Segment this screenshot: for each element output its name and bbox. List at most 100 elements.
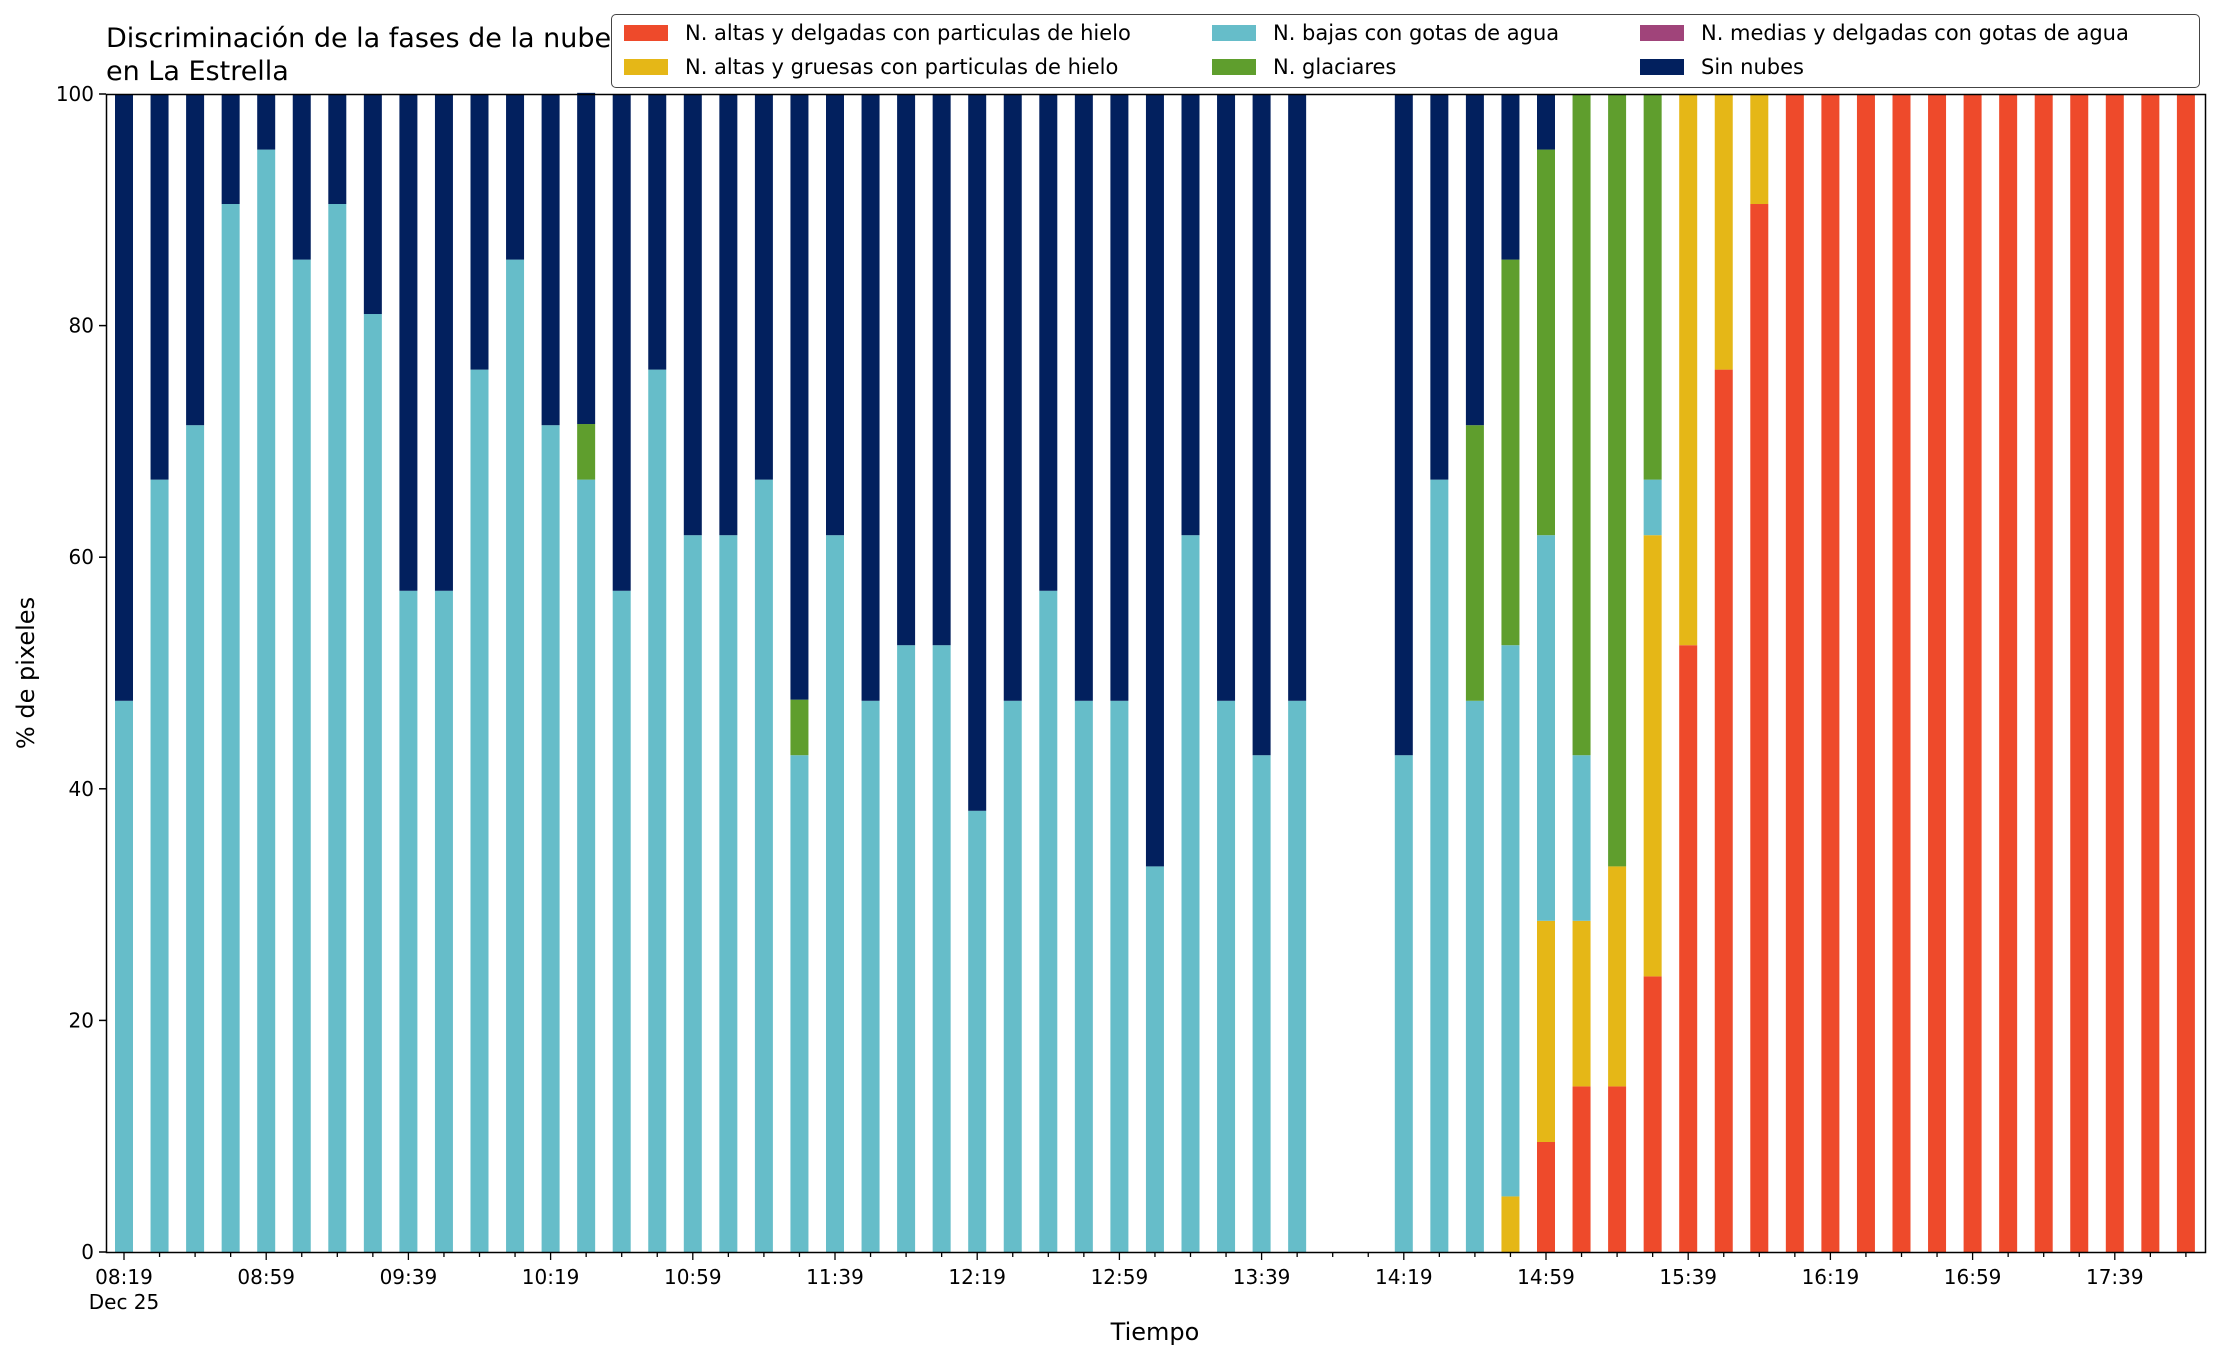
y-tick-label-40: 40 — [69, 777, 94, 801]
bar-37-series-2 — [1430, 479, 1449, 1252]
bar-16-series-2 — [683, 535, 702, 1252]
bar-20-series-2 — [826, 535, 844, 1252]
legend-item-4: N. medias y delgadas con gotas de agua — [1640, 21, 2129, 45]
bar-53-series-0 — [1999, 94, 2018, 1252]
bar-23-series-5 — [932, 94, 951, 646]
bar-43-series-2 — [1643, 479, 1662, 536]
bar-39-series-1 — [1501, 1196, 1520, 1252]
bar-13-series-3 — [577, 424, 596, 480]
bar-1-series-5 — [150, 94, 169, 480]
x-tick-label-3: 10:19 — [522, 1265, 580, 1289]
legend-label: N. medias y delgadas con gotas de agua — [1701, 21, 2129, 45]
bar-52-series-0 — [1963, 94, 1982, 1252]
bar-38-series-2 — [1465, 700, 1484, 1252]
bar-42-series-0 — [1608, 1086, 1627, 1252]
bar-24-series-5 — [968, 94, 987, 811]
bar-57-series-0 — [2141, 94, 2160, 1252]
bar-14-series-2 — [612, 590, 631, 1252]
bar-19-series-2 — [790, 755, 809, 1252]
legend: N. altas y delgadas con particulas de hi… — [611, 14, 2200, 88]
bar-8-series-5 — [399, 94, 418, 591]
legend-swatch — [624, 59, 668, 75]
bar-39-series-5 — [1501, 94, 1520, 260]
bar-28-series-2 — [1110, 700, 1129, 1252]
bar-4-series-2 — [257, 149, 276, 1253]
bar-36-series-2 — [1394, 755, 1413, 1252]
bar-6-series-2 — [328, 204, 347, 1252]
bar-40-series-3 — [1537, 149, 1555, 536]
bar-29-series-5 — [1145, 94, 1164, 867]
bar-2-series-5 — [186, 94, 205, 426]
bar-30-series-2 — [1181, 535, 1200, 1252]
bar-46-series-1 — [1750, 94, 1769, 205]
bar-31-series-5 — [1217, 94, 1236, 701]
legend-swatch — [1640, 59, 1684, 75]
y-tick-label-20: 20 — [69, 1008, 94, 1032]
bar-39-series-3 — [1501, 259, 1520, 646]
bar-24-series-2 — [968, 810, 987, 1252]
bar-18-series-2 — [754, 479, 773, 1252]
bar-31-series-2 — [1217, 700, 1236, 1252]
x-tick-label-10: 14:59 — [1517, 1265, 1575, 1289]
bar-7-series-5 — [363, 94, 382, 315]
bar-10-series-5 — [470, 94, 489, 370]
bar-41-series-2 — [1572, 755, 1591, 921]
bar-40-series-1 — [1537, 920, 1555, 1142]
bar-25-series-5 — [1003, 94, 1022, 701]
x-tick-label-8: 13:39 — [1233, 1265, 1291, 1289]
bar-58-series-0 — [2176, 94, 2195, 1252]
bar-41-series-0 — [1572, 1086, 1591, 1252]
x-tick-label-14: 17:39 — [2086, 1265, 2144, 1289]
bar-33-series-2 — [1288, 700, 1307, 1252]
bar-42-series-3 — [1608, 94, 1627, 867]
bar-9-series-2 — [434, 590, 453, 1252]
legend-swatch — [624, 25, 668, 41]
bar-14-series-5 — [612, 94, 631, 591]
bar-33-series-5 — [1288, 94, 1307, 701]
bar-8-series-2 — [399, 590, 418, 1252]
legend-label: N. bajas con gotas de agua — [1273, 21, 1560, 45]
bar-22-series-5 — [897, 94, 916, 646]
bar-50-series-0 — [1892, 94, 1911, 1252]
bar-3-series-5 — [221, 94, 240, 205]
bar-45-series-0 — [1714, 369, 1733, 1253]
bar-15-series-5 — [648, 94, 667, 370]
bar-16-series-5 — [683, 94, 702, 536]
bar-38-series-5 — [1465, 94, 1484, 426]
bar-5-series-2 — [292, 259, 311, 1253]
legend-label: Sin nubes — [1701, 55, 1804, 79]
bar-15-series-2 — [648, 369, 667, 1253]
bar-18-series-5 — [754, 94, 773, 480]
x-tick-label-9: 14:19 — [1375, 1265, 1433, 1289]
bar-37-series-5 — [1430, 94, 1449, 480]
bar-26-series-2 — [1039, 590, 1058, 1252]
bar-13-series-5 — [577, 92, 596, 425]
bar-1-series-2 — [150, 479, 169, 1252]
bar-11-series-2 — [506, 259, 525, 1253]
legend-item-2: N. bajas con gotas de agua — [1212, 21, 1559, 45]
bar-44-series-0 — [1679, 645, 1698, 1252]
bar-23-series-2 — [932, 645, 951, 1252]
bar-0-series-2 — [115, 700, 133, 1252]
legend-label: N. altas y gruesas con particulas de hie… — [685, 55, 1119, 79]
bar-56-series-0 — [2105, 94, 2124, 1252]
bar-9-series-5 — [434, 94, 453, 591]
bar-7-series-2 — [363, 314, 382, 1252]
bar-38-series-3 — [1465, 425, 1484, 701]
bar-32-series-2 — [1252, 755, 1271, 1252]
x-tick-label-12: 16:19 — [1802, 1265, 1860, 1289]
bar-47-series-0 — [1785, 94, 1804, 1252]
bar-43-series-1 — [1643, 535, 1662, 977]
legend-item-3: N. glaciares — [1212, 55, 1396, 79]
legend-item-5: Sin nubes — [1640, 55, 1804, 79]
x-tick-label-11: 15:39 — [1659, 1265, 1717, 1289]
bar-32-series-5 — [1252, 94, 1271, 756]
x-axis-label: Tiempo — [1110, 1318, 1200, 1346]
bar-17-series-5 — [719, 94, 738, 536]
x-tick-label-1: 08:59 — [237, 1265, 295, 1289]
x-tick-label-7: 12:59 — [1091, 1265, 1149, 1289]
legend-swatch — [1212, 25, 1256, 41]
bar-3-series-2 — [221, 204, 240, 1252]
